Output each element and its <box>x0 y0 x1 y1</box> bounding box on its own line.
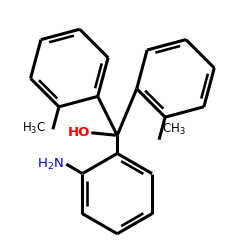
Text: HO: HO <box>68 126 90 139</box>
Text: $\mathsf{H_2N}$: $\mathsf{H_2N}$ <box>37 157 64 172</box>
Text: $\mathsf{CH_3}$: $\mathsf{CH_3}$ <box>162 122 185 137</box>
Text: $\mathsf{H_3C}$: $\mathsf{H_3C}$ <box>22 120 46 136</box>
